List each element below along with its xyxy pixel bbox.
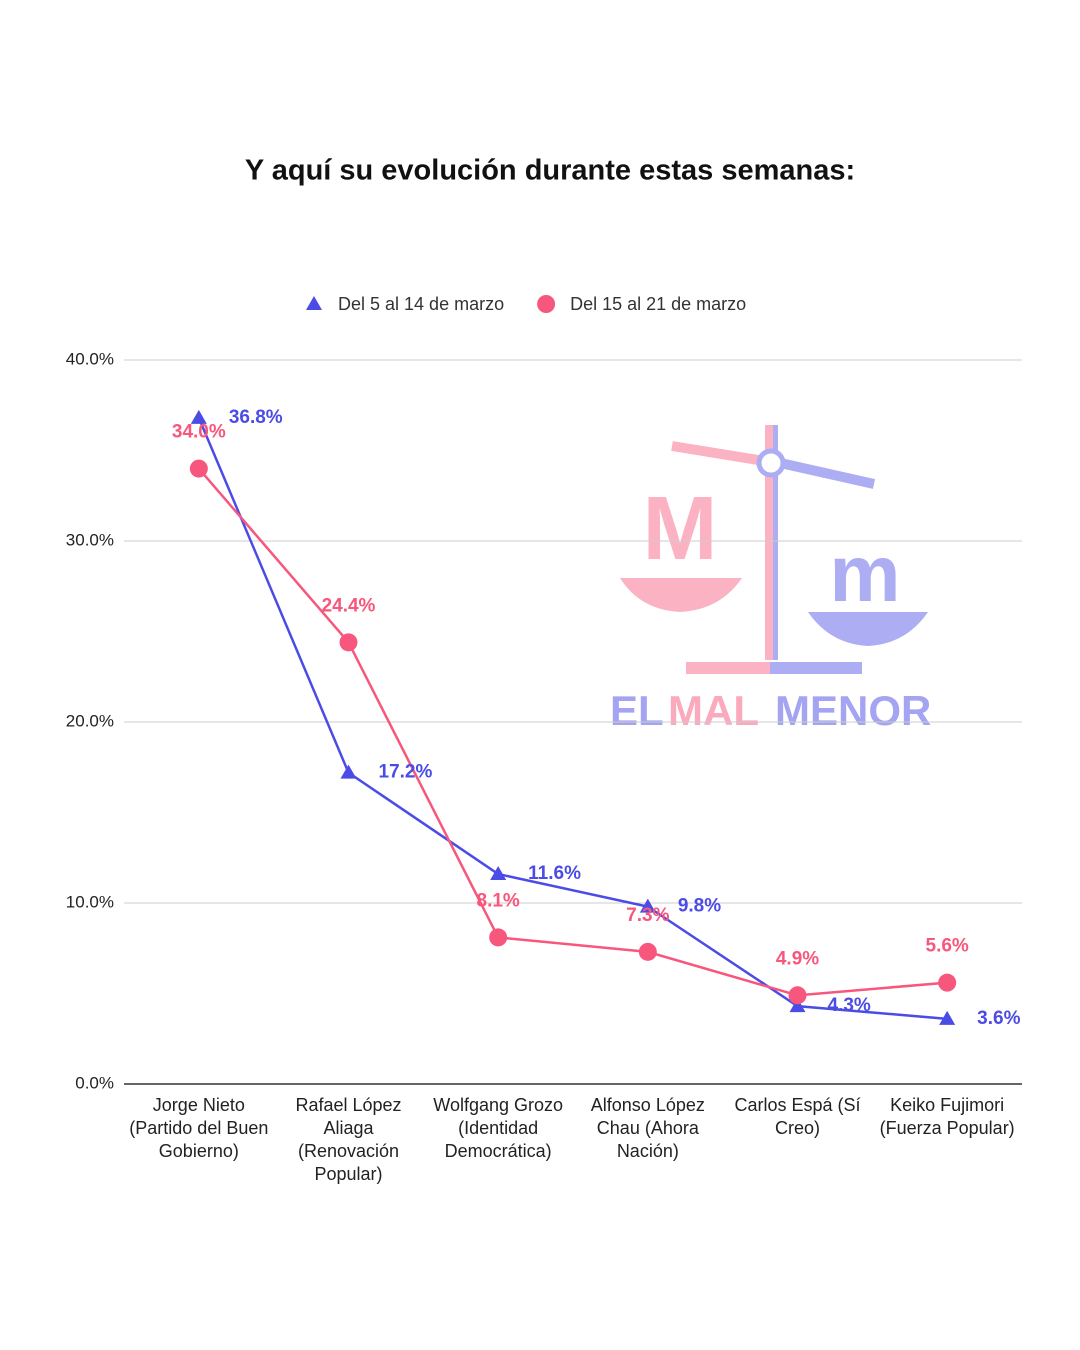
logo-shape bbox=[774, 457, 876, 489]
y-tick-label: 0.0% bbox=[75, 1073, 114, 1092]
data-point bbox=[939, 1010, 956, 1025]
data-point bbox=[190, 409, 207, 424]
legend-marker bbox=[537, 295, 556, 313]
legend-label: Del 15 al 21 de marzo bbox=[570, 294, 746, 314]
data-label: 17.2% bbox=[379, 762, 433, 783]
x-tick-label: Jorge Nieto (Partido del Buen Gobierno) bbox=[129, 1095, 269, 1161]
logo-shape bbox=[808, 612, 928, 646]
data-point bbox=[189, 459, 208, 478]
data-label: 34.0% bbox=[172, 422, 226, 443]
logo-text: EL MAL MENOR bbox=[610, 687, 931, 734]
y-tick-label: 10.0% bbox=[66, 892, 114, 911]
logo-shape: m bbox=[829, 529, 900, 618]
x-tick-label: Wolfgang Grozo (Identidad Democrática) bbox=[433, 1095, 564, 1161]
data-label: 4.3% bbox=[828, 995, 871, 1016]
logo-shape bbox=[620, 578, 742, 612]
logo-shape bbox=[770, 662, 862, 674]
data-point bbox=[789, 998, 806, 1013]
x-tick-label: Keiko Fujimori (Fuerza Popular) bbox=[879, 1095, 1015, 1138]
y-tick-label: 20.0% bbox=[66, 711, 114, 730]
y-tick-label: 40.0% bbox=[66, 349, 114, 368]
logo-shape: M bbox=[643, 479, 718, 579]
data-point bbox=[639, 898, 656, 913]
chart-title: Y aquí su evolución durante estas semana… bbox=[245, 155, 855, 187]
data-label: 8.1% bbox=[477, 890, 520, 911]
logo-shape bbox=[765, 425, 773, 660]
series-line bbox=[197, 467, 948, 997]
data-label: 9.8% bbox=[678, 896, 721, 917]
logo-shape bbox=[756, 448, 786, 478]
x-tick-label: Carlos Espá (Sí Creo) bbox=[734, 1095, 861, 1138]
logo-shape bbox=[671, 441, 771, 467]
data-label: 5.6% bbox=[926, 936, 969, 957]
data-point bbox=[788, 986, 807, 1005]
data-point bbox=[340, 764, 357, 779]
data-point bbox=[638, 942, 657, 961]
data-label: 11.6% bbox=[528, 863, 581, 884]
data-point bbox=[938, 973, 957, 992]
data-point bbox=[490, 866, 507, 881]
legend-marker bbox=[306, 296, 322, 310]
logo-shape bbox=[768, 425, 778, 660]
logo-word: MAL bbox=[668, 687, 758, 734]
legend-label: Del 5 al 14 de marzo bbox=[338, 294, 504, 314]
data-label: 3.6% bbox=[977, 1008, 1020, 1029]
data-point bbox=[489, 928, 508, 947]
data-point bbox=[339, 633, 358, 652]
x-tick-label: Alfonso López Chau (Ahora Nación) bbox=[590, 1095, 705, 1161]
logo-word: EL bbox=[610, 687, 663, 734]
logo: M m bbox=[620, 425, 928, 674]
logo-shape bbox=[686, 662, 770, 674]
series-line bbox=[197, 417, 948, 1021]
data-label: 7.3% bbox=[626, 905, 669, 926]
data-label: 36.8% bbox=[229, 407, 283, 428]
data-label: 4.9% bbox=[776, 948, 819, 969]
x-tick-label: Rafael López Aliaga (Renovación Popular) bbox=[295, 1095, 402, 1184]
y-tick-label: 30.0% bbox=[66, 530, 114, 549]
data-label: 24.4% bbox=[322, 595, 376, 616]
logo-word: MENOR bbox=[775, 687, 931, 734]
